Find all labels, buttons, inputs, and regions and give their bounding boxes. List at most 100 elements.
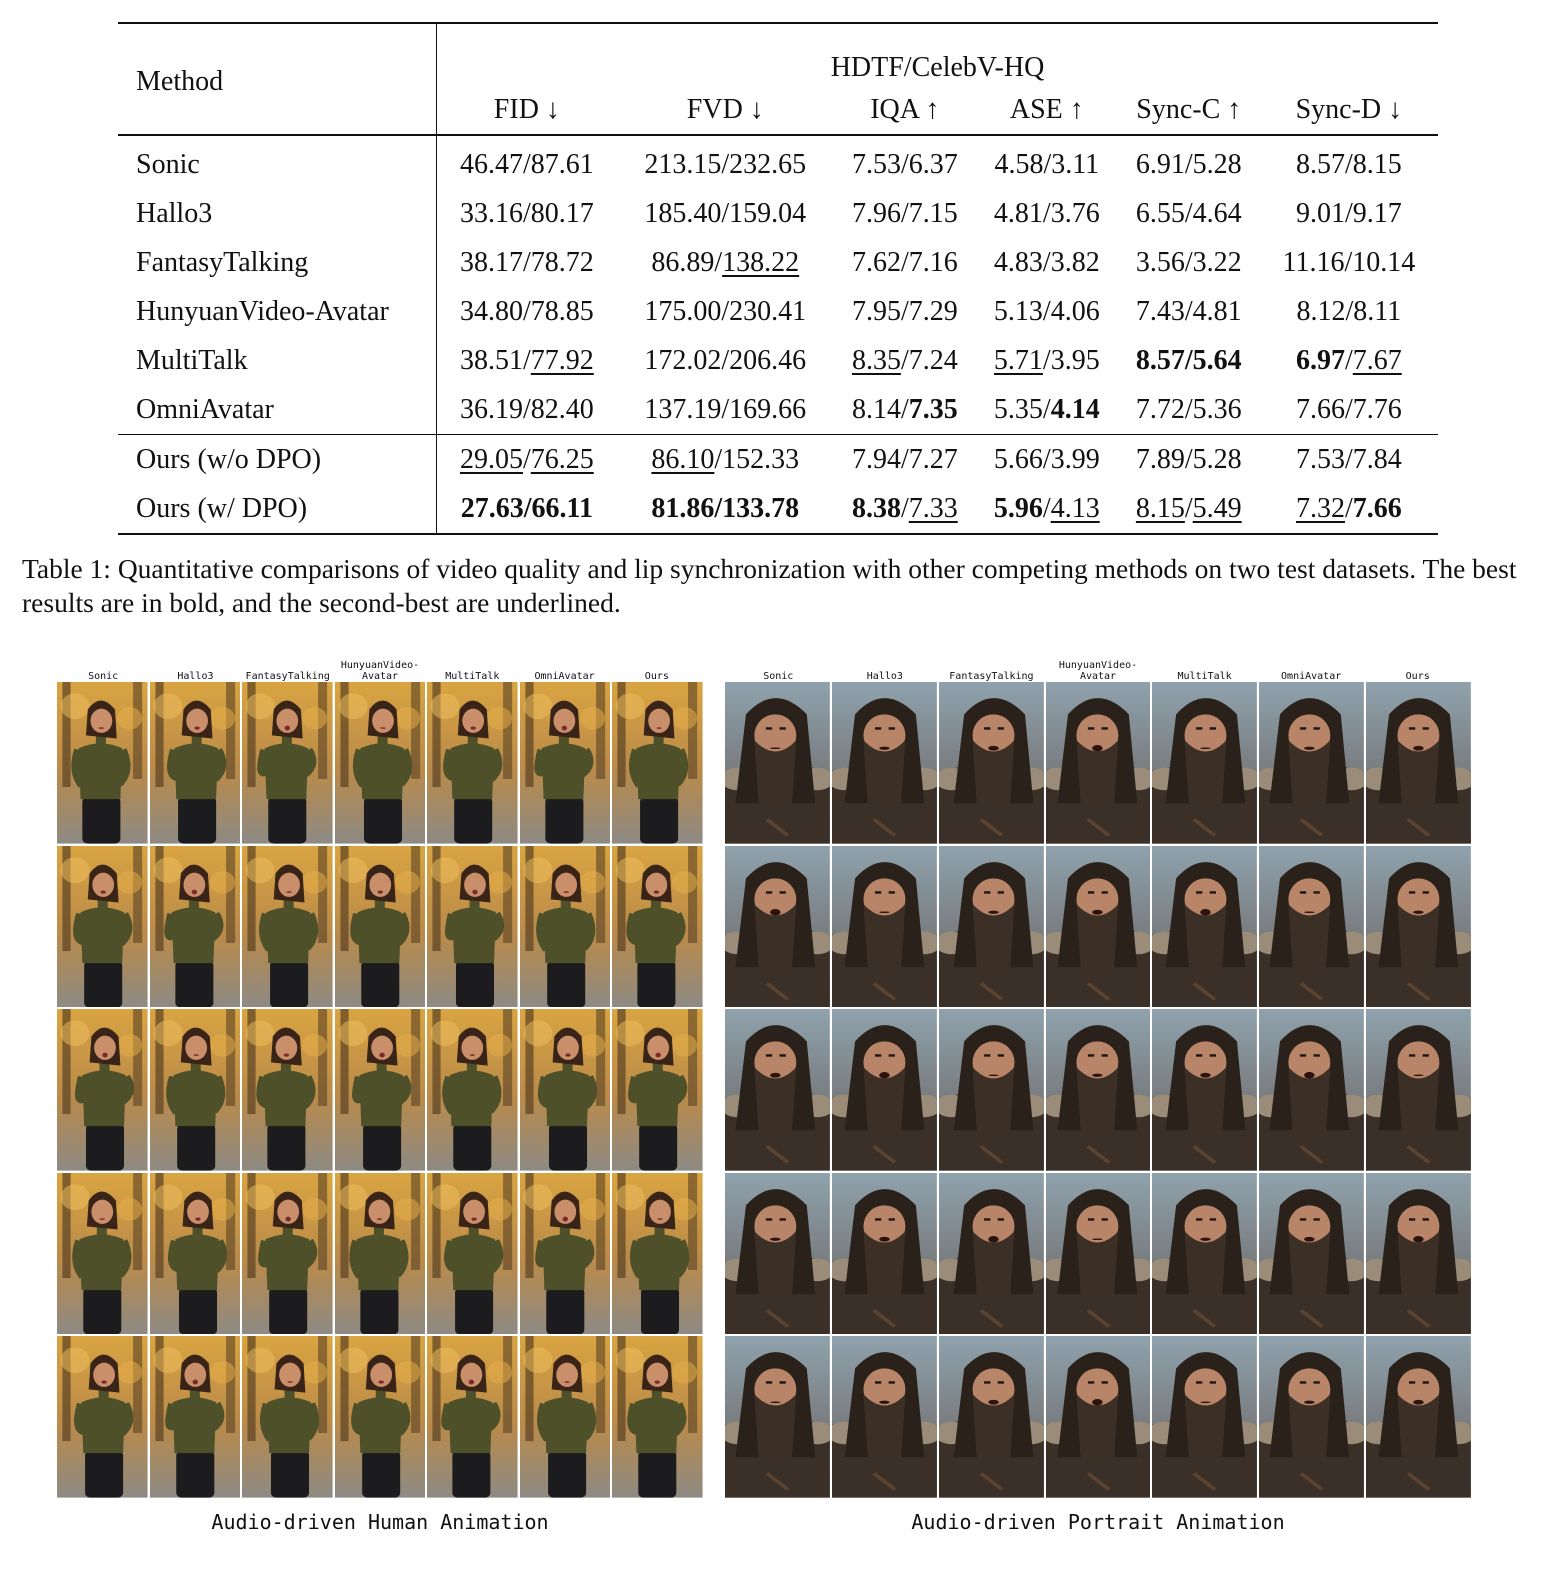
human-video-frame — [334, 1009, 426, 1171]
cell-value: 5.71 — [993, 344, 1043, 376]
portrait-video-frame — [831, 845, 937, 1008]
metric-cell: 36.19/82.40 — [437, 385, 617, 435]
metric-cell: 9.01/9.17 — [1260, 189, 1438, 238]
cell-value: / — [522, 443, 531, 475]
cell-value: 27.63/66.11 — [460, 492, 593, 524]
cell-value: 5.96 — [993, 492, 1043, 524]
metric-cell: 86.10/152.33 — [616, 434, 834, 484]
cell-value: 7.53/6.37 — [851, 148, 958, 180]
column-label: Hallo3 — [177, 671, 214, 682]
metric-cell: 5.71/3.95 — [976, 336, 1118, 385]
human-video-frame — [519, 845, 611, 1008]
human-video-frame — [519, 1336, 611, 1498]
human-video-frame — [57, 1172, 148, 1335]
portrait-video-frame — [1045, 682, 1151, 844]
cell-value: 38.51/ — [459, 344, 531, 376]
table-row: HunyuanVideo-Avatar 34.80/78.85 175.00/230… — [118, 287, 1438, 336]
cell-value: 7.43/4.81 — [1135, 295, 1242, 327]
metric-cell: 175.00/230.41 — [617, 287, 834, 336]
portrait-video-frame — [1152, 682, 1258, 844]
portrait-video-frame — [1259, 1336, 1365, 1498]
portrait-video-frame — [725, 1336, 830, 1498]
column-label: HunyuanVideo- Avatar — [1058, 660, 1138, 682]
metric-cell: 7.43/4.81 — [1118, 287, 1260, 336]
cell-value: 7.66/7.76 — [1295, 393, 1402, 425]
human-video-frame — [242, 845, 333, 1008]
cell-value: / — [900, 492, 909, 524]
metric-cell: 7.94/7.27 — [833, 434, 976, 484]
cell-value: 172.02/206.46 — [644, 344, 807, 376]
portrait-video-frame — [1259, 1009, 1365, 1171]
human-video-frame — [612, 682, 703, 844]
metric-cell: 7.62/7.16 — [834, 238, 976, 287]
method-name: OmniAvatar — [118, 385, 437, 435]
portrait-video-frame — [725, 1009, 830, 1171]
portrait-video-frame — [1152, 1009, 1258, 1171]
human-video-frame — [427, 1009, 518, 1171]
metric-cell: 172.02/206.46 — [617, 336, 834, 385]
table-row: OmniAvatar 36.19/82.40 137.19/169.66 8.14/7… — [118, 385, 1438, 435]
human-video-frame — [242, 1009, 333, 1171]
portrait-video-frame — [1152, 1172, 1258, 1335]
cell-value: 7.66 — [1352, 492, 1402, 524]
metric-cell: 8.35/7.24 — [834, 336, 976, 385]
portrait-video-frame — [938, 845, 1044, 1008]
metric-cell: 38.17/78.72 — [437, 238, 617, 287]
metric-cell: 8.57/5.64 — [1118, 336, 1260, 385]
metric-cell: 34.80/78.85 — [437, 287, 617, 336]
method-name: Ours (w/ DPO) — [118, 484, 437, 535]
metric-cell: 27.63/66.11 — [436, 484, 617, 535]
human-video-frame — [57, 682, 148, 844]
metric-cell: 8.12/8.11 — [1260, 287, 1438, 336]
metric-cell: 8.14/7.35 — [834, 385, 976, 435]
cell-value: / — [1184, 492, 1193, 524]
cell-value: / — [1344, 492, 1353, 524]
cell-value: 4.13 — [1050, 492, 1100, 524]
column-label: Sonic — [88, 671, 119, 682]
cell-value: 4.14 — [1050, 393, 1100, 425]
metric-cell: 5.66/3.99 — [975, 434, 1118, 484]
metric-header: FID ↓ — [436, 86, 617, 136]
cell-value: 6.91/5.28 — [1135, 148, 1242, 180]
cell-value: 4.83/3.82 — [993, 246, 1100, 278]
portrait-video-frame — [831, 1336, 937, 1498]
cell-value: 5.35/ — [993, 393, 1051, 425]
portrait-video-frame — [1045, 1172, 1151, 1335]
portrait-video-frame — [1152, 1336, 1258, 1498]
cell-value: 5.49 — [1192, 492, 1242, 524]
human-video-frame — [242, 1336, 333, 1498]
metric-cell: 5.13/4.06 — [976, 287, 1118, 336]
cell-value: 7.33 — [908, 492, 958, 524]
metric-header-row: FID ↓ FVD ↓ IQA ↑ ASE ↑ Sync-C ↑ Sync-D ↓ — [118, 86, 1438, 136]
portrait-video-frame — [1045, 1336, 1151, 1498]
table-row: Ours (w/o DPO) 29.05/76.25 86.10/152.33 7.9… — [118, 434, 1438, 484]
human-video-frame — [427, 1172, 518, 1335]
cell-value: 8.14/ — [851, 393, 909, 425]
cell-value: /152.33 — [714, 443, 800, 475]
human-video-frame — [334, 1336, 426, 1498]
method-name: Ours (w/o DPO) — [118, 434, 437, 484]
metric-cell: 213.15/232.65 — [617, 135, 834, 189]
portrait-video-frame — [1045, 845, 1151, 1008]
cell-value: 7.94/7.27 — [851, 443, 958, 475]
human-video-frame — [57, 1009, 148, 1171]
cell-value: 175.00/230.41 — [644, 295, 807, 327]
cell-value: /3.95 — [1042, 344, 1100, 376]
human-video-frame — [242, 682, 333, 844]
cell-value: 7.96/7.15 — [851, 197, 958, 229]
portrait-video-frame — [1259, 1172, 1365, 1335]
column-label: HunyuanVideo- Avatar — [340, 660, 420, 682]
human-video-frame — [334, 1172, 426, 1335]
human-video-frame — [149, 682, 241, 844]
human-video-frame — [242, 1172, 333, 1335]
cell-value: 7.72/5.36 — [1135, 393, 1242, 425]
table-row: Sonic 46.47/87.61 213.15/232.65 7.53/6.37 4.… — [118, 135, 1438, 189]
metric-cell: 8.57/8.15 — [1260, 135, 1438, 189]
metric-header: Sync-C ↑ — [1117, 86, 1260, 136]
method-name: HunyuanVideo-Avatar — [118, 287, 437, 336]
metric-cell: 185.40/159.04 — [617, 189, 834, 238]
cell-value: 33.16/80.17 — [459, 197, 594, 229]
metric-cell: 8.15/5.49 — [1117, 484, 1260, 535]
metric-cell: 7.32/7.66 — [1259, 484, 1438, 535]
human-video-frame — [149, 845, 241, 1008]
